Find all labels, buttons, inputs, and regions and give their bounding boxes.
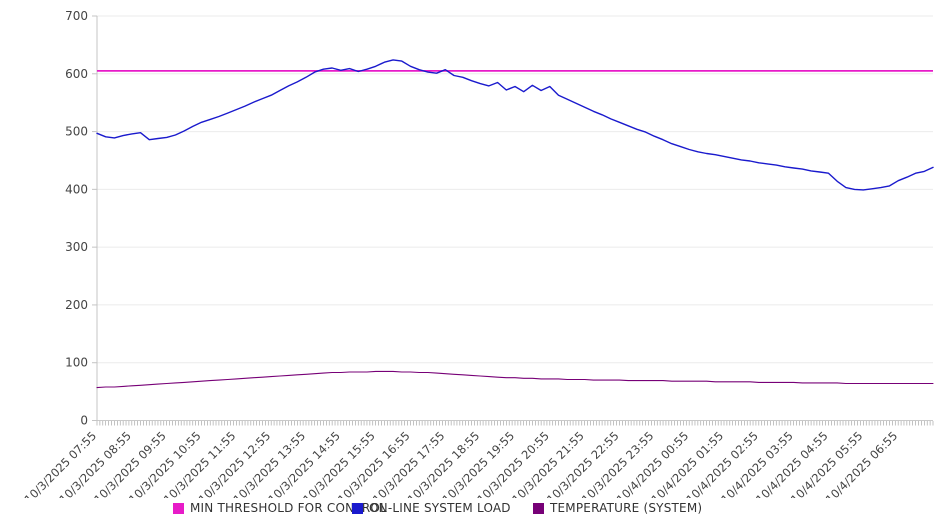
legend-swatch-min-threshold-icon bbox=[173, 503, 184, 514]
series-line-system-load bbox=[96, 59, 934, 191]
y-axis-label: 300 bbox=[65, 240, 88, 254]
y-axis-label: 400 bbox=[65, 182, 88, 196]
y-axis-label: 0 bbox=[80, 414, 88, 428]
legend-item-system-load: ON-LINE SYSTEM LOAD bbox=[352, 498, 511, 515]
legend-item-min-threshold: MIN THRESHOLD FOR CONTROL bbox=[173, 498, 387, 515]
y-axis-label: 100 bbox=[65, 356, 88, 370]
legend-label-system-load: ON-LINE SYSTEM LOAD bbox=[369, 501, 511, 515]
series-line-temperature bbox=[96, 370, 934, 389]
legend-swatch-system-load-icon bbox=[352, 503, 363, 514]
y-axis-label: 600 bbox=[65, 67, 88, 81]
x-axis-label: 10/3/2025 07:55 bbox=[22, 429, 100, 498]
chart-legend: MIN THRESHOLD FOR CONTROL ON-LINE SYSTEM… bbox=[0, 498, 946, 515]
y-axis-label: 700 bbox=[65, 9, 88, 23]
legend-label-min-threshold: MIN THRESHOLD FOR CONTROL bbox=[190, 501, 387, 515]
legend-label-temperature: TEMPERATURE (SYSTEM) bbox=[550, 501, 703, 515]
legend-swatch-temperature-icon bbox=[533, 503, 544, 514]
y-axis-label: 200 bbox=[65, 298, 88, 312]
y-axis-label: 500 bbox=[65, 125, 88, 139]
legend-item-temperature: TEMPERATURE (SYSTEM) bbox=[533, 498, 703, 515]
